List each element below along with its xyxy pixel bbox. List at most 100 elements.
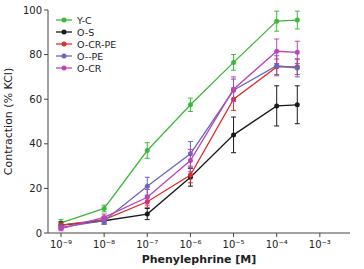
- error-bar-cap: [145, 189, 150, 190]
- marker: [274, 19, 279, 24]
- marker: [145, 195, 150, 200]
- error-bar: [102, 205, 107, 212]
- error-bar: [145, 208, 150, 219]
- error-bar: [274, 39, 279, 64]
- legend-label: Y-C: [76, 15, 92, 26]
- x-tick: [60, 233, 61, 237]
- error-bar-cap: [231, 70, 236, 71]
- error-bar: [188, 98, 193, 111]
- error-bar-cap: [145, 207, 150, 208]
- error-bar-cap: [102, 211, 107, 212]
- y-tick: [44, 10, 48, 11]
- background: [0, 0, 364, 269]
- error-bar-cap: [145, 158, 150, 159]
- marker: [102, 215, 107, 220]
- error-bar-cap: [295, 28, 300, 29]
- error-bar: [145, 143, 150, 159]
- y-tick: [44, 143, 48, 144]
- error-bar-cap: [145, 219, 150, 220]
- error-bar: [274, 86, 279, 126]
- series-line: [61, 66, 297, 228]
- marker: [295, 18, 300, 23]
- error-bar-cap: [102, 214, 107, 215]
- error-bar: [274, 11, 279, 31]
- error-bar-cap: [145, 177, 150, 178]
- y-tick: [44, 188, 48, 189]
- x-tick-label: 10⁻⁹: [50, 239, 72, 250]
- error-bar-cap: [274, 31, 279, 32]
- error-bar-cap: [231, 101, 236, 102]
- y-tick: [44, 54, 48, 55]
- error-bar: [145, 190, 150, 206]
- x-tick: [276, 233, 277, 237]
- series: [58, 11, 299, 226]
- marker: [295, 50, 300, 55]
- y-tick-label: 100: [23, 5, 42, 16]
- error-bar: [295, 41, 300, 63]
- x-tick-label: 10⁻³: [309, 239, 331, 250]
- marker: [231, 132, 236, 137]
- x-axis-label: Phenylephrine [M]: [142, 253, 257, 266]
- error-bar-cap: [231, 54, 236, 55]
- error-bar-cap: [274, 75, 279, 76]
- error-bar: [231, 117, 236, 153]
- marker: [188, 158, 193, 163]
- plot-area: [58, 11, 299, 231]
- chart: 10⁻⁹10⁻⁸10⁻⁷10⁻⁶10⁻⁵10⁻⁴10⁻³020406080100…: [0, 0, 364, 269]
- error-bar-cap: [295, 123, 300, 124]
- error-bar-cap: [188, 186, 193, 187]
- y-tick: [44, 99, 48, 100]
- error-bar-cap: [188, 98, 193, 99]
- x-tick-label: 10⁻⁴: [266, 239, 288, 250]
- marker: [145, 212, 150, 217]
- error-bar-cap: [188, 182, 193, 183]
- marker: [62, 30, 67, 35]
- marker: [145, 184, 150, 189]
- marker: [102, 206, 107, 211]
- y-tick-label: 20: [29, 183, 42, 194]
- error-bar-cap: [231, 110, 236, 111]
- error-bar-cap: [58, 221, 63, 222]
- y-tick-label: 40: [29, 138, 42, 149]
- series: [58, 59, 299, 228]
- y-tick-label: 0: [36, 228, 42, 239]
- error-bar: [231, 77, 236, 102]
- x-tick-label: 10⁻⁷: [136, 239, 158, 250]
- x-tick: [190, 233, 191, 237]
- error-bar: [231, 55, 236, 71]
- x-tick: [319, 233, 320, 237]
- series-line: [61, 51, 297, 228]
- error-bar-cap: [188, 171, 193, 172]
- error-bar-cap: [295, 11, 300, 12]
- series: [58, 39, 299, 231]
- error-bar-cap: [188, 141, 193, 142]
- y-axis-label: Contraction (% KCl): [2, 68, 15, 175]
- error-bar-cap: [274, 38, 279, 39]
- x-tick-label: 10⁻⁸: [93, 239, 115, 250]
- error-bar-cap: [145, 142, 150, 143]
- marker: [274, 49, 279, 54]
- y-axis-line: [48, 10, 49, 233]
- legend-label: O--PE: [77, 51, 103, 62]
- legend-label: O-S: [77, 27, 94, 38]
- marker: [274, 63, 279, 68]
- error-bar-cap: [295, 63, 300, 64]
- x-axis-line: [48, 233, 350, 234]
- legend-label: O-CR-PE: [77, 39, 116, 50]
- error-bar: [102, 214, 107, 221]
- error-bar-cap: [102, 224, 107, 225]
- marker: [274, 103, 279, 108]
- error-bar: [295, 86, 300, 124]
- error-bar-cap: [188, 149, 193, 150]
- error-bar-cap: [102, 224, 107, 225]
- marker: [62, 54, 67, 59]
- error-bar-cap: [102, 220, 107, 221]
- marker: [62, 42, 67, 47]
- y-tick-label: 80: [29, 49, 42, 60]
- marker: [188, 102, 193, 107]
- marker: [62, 66, 67, 71]
- error-bar-cap: [231, 76, 236, 77]
- error-bar-cap: [231, 152, 236, 153]
- error-bar-cap: [145, 205, 150, 206]
- error-bar-cap: [295, 85, 300, 86]
